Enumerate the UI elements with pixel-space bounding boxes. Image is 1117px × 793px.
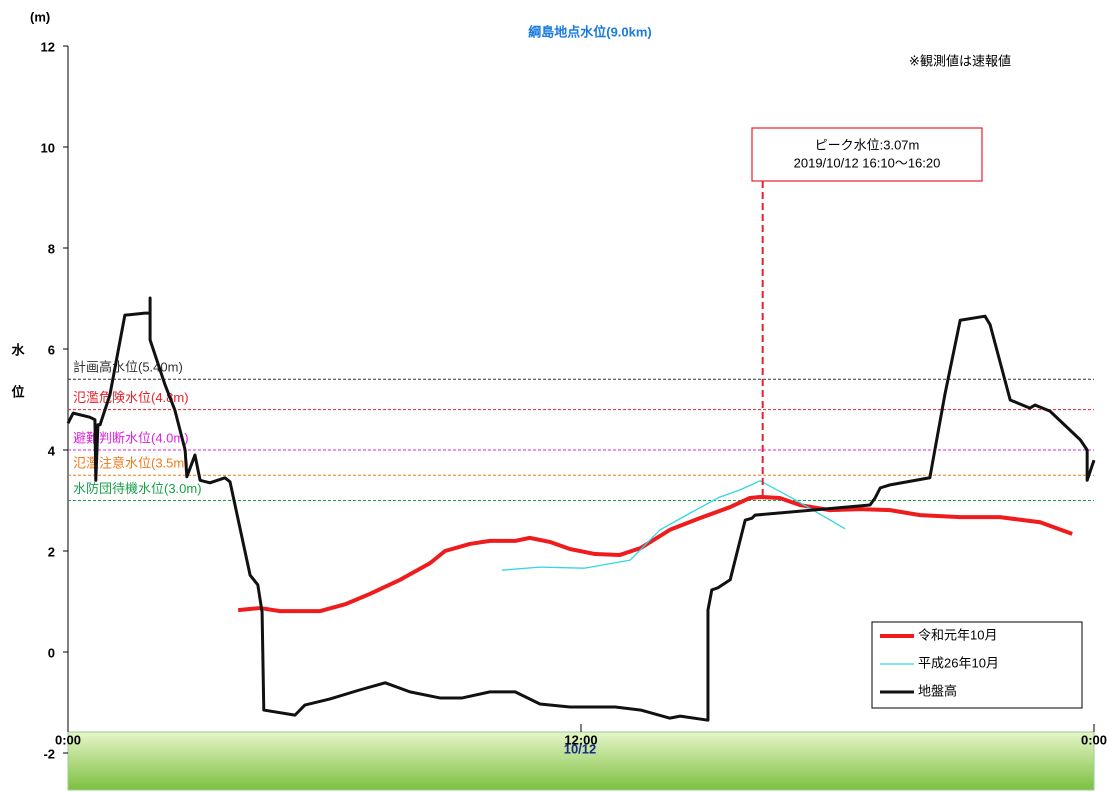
reference-label: 計画高水位(5.40m) (73, 360, 183, 375)
date-band (67, 731, 1095, 791)
date-label: 10/12 (564, 741, 597, 756)
x-tick-label: 12:00 (564, 732, 597, 747)
series-line (501, 480, 846, 571)
reference-label: 避難判断水位(4.0m) (73, 430, 189, 445)
legend-label: 平成26年10月 (918, 655, 999, 670)
y-tick-label: 6 (48, 342, 55, 357)
y-label: 水 (11, 342, 25, 357)
y-tick-label: 2 (48, 544, 55, 559)
note: ※観測値は速報値 (909, 53, 1011, 68)
reference-label: 氾濫注意水位(3.5m) (73, 456, 189, 471)
x-tick-label: 0:00 (1081, 732, 1107, 747)
y-label: 位 (11, 384, 24, 399)
y-unit: (m) (30, 9, 50, 24)
y-tick-label: 10 (41, 140, 55, 155)
peak-label: ピーク水位:3.07m (815, 137, 920, 152)
peak-box (751, 127, 983, 182)
series-line (237, 494, 1073, 614)
legend-label: 令和元年10月 (918, 627, 997, 642)
y-tick-label: 12 (41, 39, 55, 54)
legend-label: 地盤高 (918, 683, 957, 698)
chart-title: 綱島地点水位(9.0km) (528, 24, 652, 39)
reference-label: 氾濫危険水位(4.8m) (73, 390, 189, 405)
series-line (66, 296, 1096, 722)
x-tick-label: 0:00 (55, 732, 81, 747)
reference-label: 水防団待機水位(3.0m) (73, 481, 202, 496)
peak-time: 2019/10/12 16:10〜16:20 (794, 155, 941, 170)
y-tick-label: 4 (48, 443, 56, 458)
y-tick-label: 0 (48, 645, 55, 660)
y-tick-label: 8 (48, 241, 55, 256)
y-tick-label: -2 (43, 746, 55, 761)
